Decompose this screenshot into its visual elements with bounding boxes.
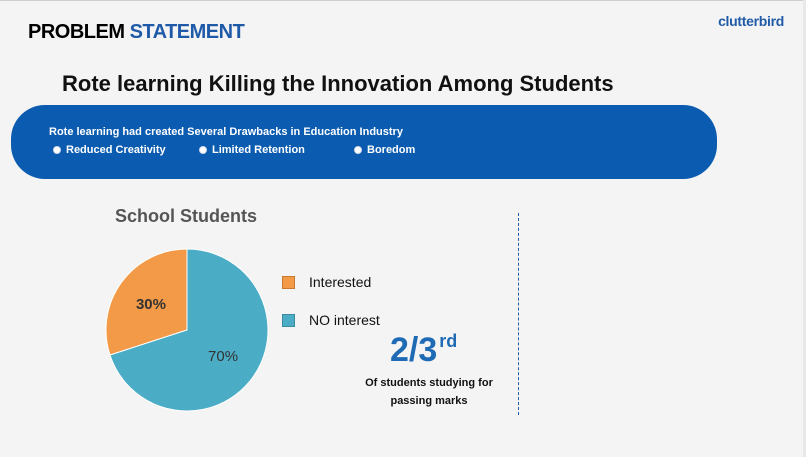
legend-item-no-interest: NO interest	[282, 312, 380, 328]
pie-chart: 30% 70%	[105, 248, 269, 412]
pie-slice-interested	[105, 248, 188, 356]
header-title: PROBLEM STATEMENT	[28, 21, 245, 44]
stat-suffix: rd	[439, 331, 458, 351]
pie-label-no-interest: 70%	[208, 348, 238, 365]
bullet-label: Reduced Creativity	[66, 144, 166, 156]
stat-caption-line1: Of students studying for	[365, 377, 493, 389]
bullet-dot-icon	[354, 146, 362, 154]
stat-numerator: 2/3	[390, 331, 438, 369]
stat-caption: Of students studying for passing marks	[344, 374, 514, 410]
dashed-divider	[518, 213, 519, 415]
legend-swatch-no-interest	[282, 313, 295, 327]
legend-label: NO interest	[309, 312, 380, 328]
slide-subtitle: Rote learning Killing the Innovation Amo…	[62, 71, 614, 96]
legend-swatch-interested	[282, 275, 295, 289]
stat-fraction: 2/3 rd	[390, 331, 457, 370]
banner-text: Rote learning had created Several Drawba…	[49, 126, 403, 138]
drawbacks-banner: Rote learning had created Several Drawba…	[11, 105, 717, 179]
bullet-boredom: Boredom	[354, 144, 415, 156]
bullet-dot-icon	[199, 146, 207, 154]
pie-slice-no-interest	[109, 248, 269, 412]
brand-logo: clutterbird	[718, 13, 784, 29]
stat-caption-line2: passing marks	[390, 395, 468, 407]
chart-title: School Students	[115, 206, 258, 226]
bullet-reduced-creativity: Reduced Creativity	[53, 144, 166, 156]
pie-label-interested: 30%	[136, 296, 166, 313]
bullet-label: Limited Retention	[212, 144, 305, 156]
header-title-part1: PROBLEM	[28, 21, 125, 43]
bullet-label: Boredom	[367, 144, 416, 156]
bullet-limited-retention: Limited Retention	[199, 144, 305, 156]
header-title-part2: STATEMENT	[129, 21, 245, 43]
legend-label: Interested	[309, 274, 372, 290]
slide-edge	[803, 0, 806, 457]
legend-item-interested: Interested	[282, 274, 371, 290]
bullet-dot-icon	[53, 146, 61, 154]
